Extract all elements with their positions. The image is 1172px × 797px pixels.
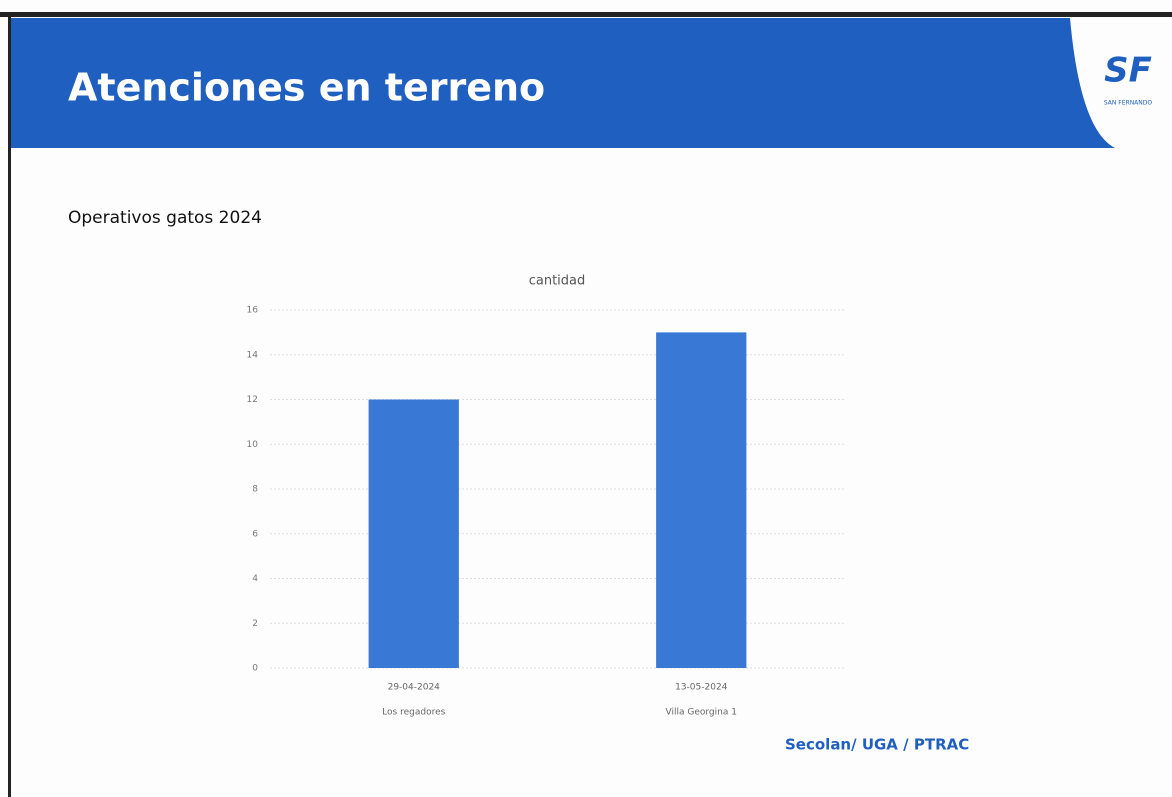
logo: SF bbox=[1104, 51, 1152, 91]
header-title: Atenciones en terreno bbox=[68, 66, 545, 110]
x-sublabel: Villa Georgina 1 bbox=[666, 708, 737, 718]
left-edge bbox=[8, 12, 11, 797]
top-edge bbox=[0, 12, 1172, 17]
x-tick-label: 13-05-2024 bbox=[675, 683, 728, 693]
bar bbox=[368, 399, 459, 668]
y-tick-label: 4 bbox=[252, 574, 258, 584]
footer: Secolan/ UGA / PTRAC bbox=[785, 736, 969, 754]
y-tick-label: 2 bbox=[252, 619, 258, 629]
y-tick-label: 16 bbox=[247, 306, 259, 316]
y-tick-label: 8 bbox=[252, 485, 258, 495]
y-tick-label: 14 bbox=[247, 350, 259, 360]
y-tick-label: 6 bbox=[252, 529, 258, 539]
subtitle: Operativos gatos 2024 bbox=[68, 208, 262, 228]
logo-caption: SAN FERNANDO bbox=[1104, 100, 1153, 107]
y-tick-label: 0 bbox=[252, 664, 258, 674]
x-sublabel: Los regadores bbox=[382, 708, 445, 718]
header-band bbox=[11, 18, 1115, 148]
x-tick-label: 29-04-2024 bbox=[388, 683, 441, 693]
y-tick-label: 10 bbox=[247, 440, 259, 450]
y-tick-label: 12 bbox=[247, 395, 258, 405]
chart-title: cantidad bbox=[529, 274, 586, 289]
bar bbox=[656, 332, 747, 668]
